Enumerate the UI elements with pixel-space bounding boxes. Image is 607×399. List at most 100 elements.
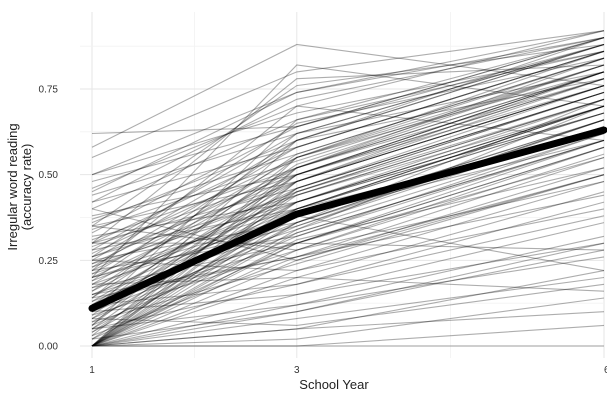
individual-line (91, 276, 605, 347)
individual-line (91, 43, 605, 282)
x-axis-title: School Year (299, 377, 369, 392)
individual-line (91, 208, 605, 272)
individual-line (91, 50, 605, 244)
mean-line (88, 126, 607, 312)
individual-line (91, 174, 605, 323)
individual-line (91, 64, 605, 244)
individual-line (91, 64, 605, 278)
individual-line (91, 37, 605, 210)
y-tick-label: 0.50 (39, 170, 59, 181)
individual-line (91, 98, 605, 333)
y-axis-title-line-1: Irregular word reading (5, 123, 20, 250)
individual-line (91, 112, 605, 340)
individual-line (91, 43, 605, 148)
individual-line (91, 37, 605, 176)
individual-line (91, 30, 605, 159)
individual-line (91, 256, 605, 347)
individual-line (91, 43, 605, 227)
y-tick-label: 0.25 (39, 256, 59, 267)
y-axis-title: Irregular word reading (accuracy rate) (5, 123, 34, 250)
individual-line (91, 156, 605, 347)
individual-line (91, 78, 605, 347)
individual-line (92, 324, 605, 347)
individual-line (91, 91, 605, 347)
individual-line (91, 50, 605, 268)
individual-line (91, 85, 605, 347)
individual-line (92, 242, 605, 251)
individual-line (91, 91, 605, 244)
individual-line (91, 71, 605, 285)
individual-line (91, 43, 605, 196)
individual-line (91, 146, 605, 306)
y-tick-label: 0.75 (39, 85, 59, 96)
individual-line (91, 43, 605, 224)
individual-line (91, 146, 605, 347)
individual-line (91, 50, 605, 313)
individual-line (91, 78, 605, 316)
individual-line (91, 180, 605, 251)
individual-line (91, 112, 605, 306)
individual-line (91, 167, 605, 261)
individual-line (91, 153, 605, 316)
individual-line (91, 119, 605, 261)
individual-line (91, 98, 605, 258)
individual-line (91, 174, 605, 347)
individual-line (91, 174, 605, 299)
individual-line (91, 71, 605, 347)
individual-line (91, 112, 605, 275)
individual-line (91, 132, 605, 326)
x-tick-label: 1 (89, 365, 95, 376)
individual-line (91, 105, 605, 272)
individual-line (91, 242, 605, 347)
individual-line (91, 98, 605, 309)
individual-line (91, 132, 605, 296)
individual-line (91, 235, 605, 330)
individual-line (91, 270, 605, 347)
individual-line (91, 242, 605, 313)
individual-line (91, 57, 605, 292)
individual-line (91, 249, 605, 340)
y-axis-title-line-2: (accuracy rate) (19, 144, 34, 231)
individual-line (91, 222, 605, 347)
individual-line (91, 105, 605, 251)
individual-line (91, 78, 605, 265)
individual-line (91, 311, 605, 347)
individual-line (91, 50, 605, 313)
individual-line (91, 64, 605, 347)
individual-line (91, 50, 605, 176)
individual-line (91, 85, 605, 337)
individual-line (91, 64, 605, 254)
individual-line (91, 71, 605, 217)
individual-line (91, 85, 605, 302)
individual-line (91, 105, 605, 347)
individual-line (91, 201, 605, 330)
individual-line (91, 78, 605, 326)
individual-line (91, 71, 605, 272)
individual-line (91, 91, 605, 268)
individual-line (91, 146, 605, 289)
individual-line (91, 139, 605, 347)
individual-line (91, 78, 605, 248)
individual-line (91, 105, 605, 333)
individual-line (91, 37, 605, 234)
individual-line (91, 139, 605, 313)
individual-line (91, 98, 605, 289)
individual-line (91, 37, 605, 203)
tick-labels: 0.00 0.25 0.50 0.75 1 3 6 (39, 85, 607, 377)
individual-line (91, 37, 605, 135)
individual-line (91, 85, 605, 227)
individual-line (91, 57, 605, 275)
x-tick-label: 3 (294, 365, 300, 376)
individual-line (91, 64, 605, 299)
individual-line (91, 57, 605, 258)
mean-trajectory (88, 126, 607, 312)
individual-line (91, 194, 605, 296)
individual-line (91, 64, 605, 231)
individual-line (91, 139, 605, 272)
individual-line (91, 43, 605, 183)
individual-line (91, 156, 605, 337)
individual-line (91, 57, 605, 326)
individual-line (91, 30, 605, 189)
